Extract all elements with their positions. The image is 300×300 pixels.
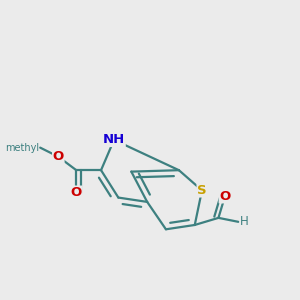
Text: H: H — [240, 215, 248, 228]
Text: O: O — [219, 190, 230, 203]
Text: O: O — [71, 186, 82, 199]
Text: methyl: methyl — [4, 142, 39, 153]
Text: NH: NH — [103, 134, 125, 146]
Text: S: S — [197, 184, 207, 197]
Text: O: O — [53, 150, 64, 163]
